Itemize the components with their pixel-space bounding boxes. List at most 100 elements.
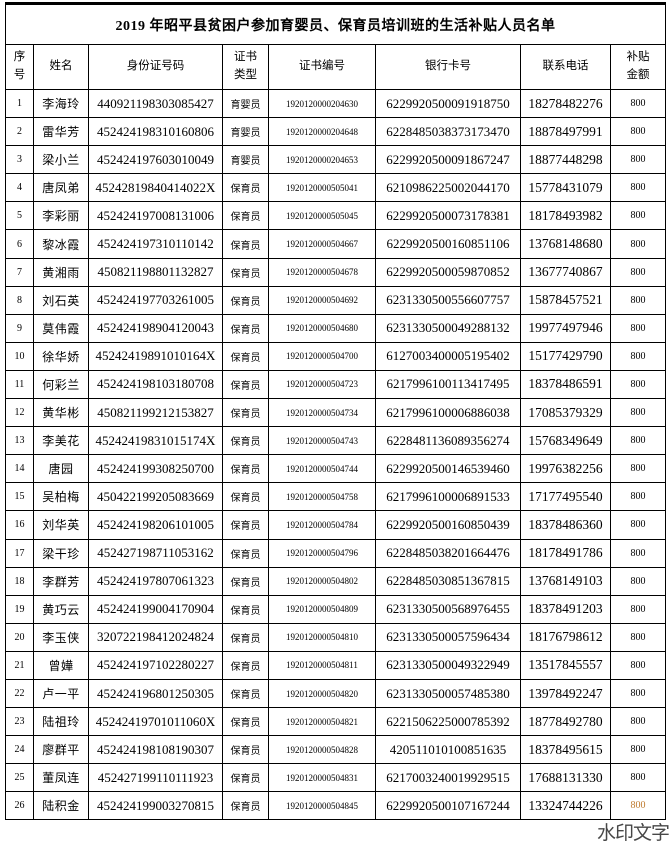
cell-cert_type: 育婴员 [222,117,269,147]
cell-cert_number: 1920120000504845 [268,791,376,821]
cell-subsidy: 800 [610,707,666,737]
cell-cert_type: 保育员 [222,678,269,709]
cell-phone: 18378491203 [520,594,611,624]
cell-id_number: 45242419891010164X [88,341,223,371]
cell-phone: 18178493982 [520,201,611,231]
cell-phone: 18378495615 [520,735,611,765]
cell-cert_number: 1920120000504734 [268,398,376,428]
cell-phone: 18878497991 [520,117,611,147]
cell-cert_type: 保育员 [222,257,269,287]
cell-id_number: 452427198711053162 [88,538,223,568]
cell-cert_number: 1920120000504831 [268,763,376,793]
cell-bank_card: 6229920500107167244 [375,791,521,821]
cell-cert_type: 育婴员 [222,145,269,175]
cell-name: 吴柏梅 [33,482,89,512]
cell-cert_type: 保育员 [222,341,269,371]
cell-cert_number: 1920120000505045 [268,201,376,231]
cell-cert_type: 保育员 [222,201,269,231]
cell-subsidy: 800 [610,229,666,259]
table-row: 11 何彩兰 452424198103180708 保育员 19201200005047… [5,369,666,400]
column-header-index: 序 号 [5,44,34,90]
cell-index: 6 [5,229,34,259]
cell-id_number: 452424198103180708 [88,369,223,400]
table-row: 26 陆积金 452424199003270815 保育员 19201200005048… [5,791,666,821]
cell-cert_number: 1920120000504820 [268,678,376,709]
cell-bank_card: 6228485038201664476 [375,538,521,568]
cell-index: 19 [5,594,34,624]
cell-name: 李美花 [33,426,89,456]
cell-subsidy: 800 [610,285,666,315]
cell-subsidy: 800 [610,650,666,680]
cell-cert_number: 1920120000504802 [268,566,376,596]
cell-bank_card: 6127003400005195402 [375,341,521,371]
cell-cert_number: 1920120000204648 [268,117,376,147]
cell-subsidy: 800 [610,88,666,119]
table-row: 7 黄湘雨 450821198801132827 保育员 192012000050467… [5,257,666,287]
cell-subsidy: 800 [610,145,666,175]
table-row: 12 黄华彬 450821199212153827 保育员 19201200005047… [5,398,666,428]
table-row: 10 徐华娇 45242419891010164X 保育员 19201200005047… [5,341,666,371]
cell-phone: 13768148680 [520,229,611,259]
cell-index: 4 [5,173,34,203]
table-row: 17 梁干珍 452427198711053162 保育员 19201200005047… [5,538,666,568]
cell-subsidy: 800 [610,678,666,709]
table-row: 5 李彩丽 452424197008131006 保育员 192012000050504… [5,201,666,231]
cell-index: 23 [5,707,34,737]
cell-cert_number: 1920120000204630 [268,88,376,119]
table-row: 19 黄巧云 452424199004170904 保育员 19201200005048… [5,594,666,624]
cell-name: 何彩兰 [33,369,89,400]
cell-index: 11 [5,369,34,400]
cell-index: 2 [5,117,34,147]
cell-bank_card: 6229920500091867247 [375,145,521,175]
cell-id_number: 452424199003270815 [88,791,223,821]
cell-cert_type: 保育员 [222,482,269,512]
cell-id_number: 450821199212153827 [88,398,223,428]
cell-subsidy: 800 [610,538,666,568]
cell-phone: 17177495540 [520,482,611,512]
cell-cert_type: 保育员 [222,313,269,343]
cell-name: 唐园 [33,454,89,484]
cell-index: 3 [5,145,34,175]
table-row: 13 李美花 45242419831015174X 保育员 19201200005047… [5,426,666,456]
table-row: 23 陆祖玲 45242419701011060X 保育员 19201200005048… [5,707,666,737]
cell-index: 16 [5,510,34,540]
cell-name: 梁小兰 [33,145,89,175]
cell-bank_card: 6217003240019929515 [375,763,521,793]
column-header-phone: 联系电话 [520,44,611,90]
cell-id_number: 452424197807061323 [88,566,223,596]
cell-id_number: 440921198303085427 [88,88,223,119]
cell-phone: 18877448298 [520,145,611,175]
cell-cert_number: 1920120000504758 [268,482,376,512]
cell-index: 18 [5,566,34,596]
cell-cert_type: 保育员 [222,369,269,400]
cell-cert_type: 保育员 [222,229,269,259]
cell-bank_card: 6231330500556607757 [375,285,521,315]
column-header-id_number: 身份证号码 [88,44,223,90]
table-row: 4 唐凤弟 45242819840414022X 保育员 192012000050504… [5,173,666,203]
cell-subsidy: 800 [610,510,666,540]
cell-name: 刘石英 [33,285,89,315]
cell-index: 10 [5,341,34,371]
cell-phone: 17085379329 [520,398,611,428]
table-row: 1 李海玲 440921198303085427 育婴员 192012000020463… [5,88,666,119]
cell-cert_number: 1920120000504821 [268,707,376,737]
cell-index: 7 [5,257,34,287]
cell-subsidy: 800 [610,201,666,231]
cell-bank_card: 6228481136089356274 [375,426,521,456]
cell-cert_type: 保育员 [222,707,269,737]
cell-bank_card: 6231330500568976455 [375,594,521,624]
cell-index: 13 [5,426,34,456]
table-row: 25 董凤连 452427199110111923 保育员 19201200005048… [5,763,666,793]
cell-index: 15 [5,482,34,512]
cell-subsidy: 800 [610,257,666,287]
cell-phone: 18176798612 [520,622,611,652]
table-row: 8 刘石英 452424197703261005 保育员 192012000050469… [5,285,666,315]
page-title: 2019 年昭平县贫困户参加育婴员、保育员培训班的生活补贴人员名单 [5,3,666,45]
column-header-name: 姓名 [33,44,89,90]
column-header-cert_type: 证书 类型 [222,44,269,90]
cell-phone: 18778492780 [520,707,611,737]
column-header-cert_number: 证书编号 [268,44,376,90]
cell-name: 卢一平 [33,678,89,709]
cell-name: 董凤连 [33,763,89,793]
